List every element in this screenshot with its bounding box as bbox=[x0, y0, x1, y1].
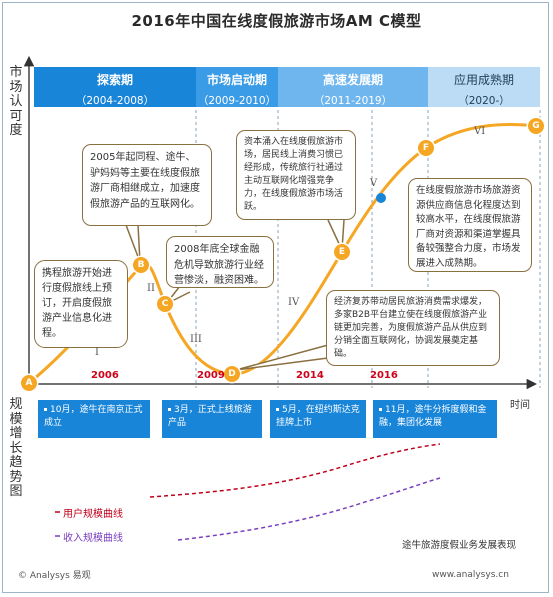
phase-maturity: 应用成熟期 （2020-） bbox=[453, 73, 514, 107]
year-2009: 2009 bbox=[197, 370, 225, 381]
y-axis2-label: 规模增长趋势图 bbox=[9, 397, 23, 499]
legend-user-scale: 用户规模曲线 bbox=[63, 509, 123, 520]
stage-v-dot bbox=[376, 193, 386, 203]
bubble-point-b: 2005年起同程、途牛、驴妈妈等主要在线度假旅游厂商相继成立，加速度假旅游产品的… bbox=[82, 144, 212, 226]
stage-vi: VI bbox=[474, 126, 486, 137]
year-2014: 2014 bbox=[296, 370, 324, 381]
bubble-point-c: 2008年底全球金融危机导致旅游行业经营惨淡，融资困难。 bbox=[166, 236, 274, 288]
stage-i: I bbox=[95, 347, 99, 358]
phase-launch: 市场启动期 （2009-2010） bbox=[197, 73, 277, 107]
page-title: 2016年中国在线度假旅游市场AM C模型 bbox=[131, 12, 422, 30]
point-g: G bbox=[528, 118, 544, 134]
event-2014: 5月，在纽约斯达克挂牌上市 bbox=[270, 400, 366, 438]
stage-iii: III bbox=[190, 334, 202, 345]
point-f: F bbox=[418, 140, 434, 156]
bubble-point-d: 经济复苏带动居民旅游消费需求爆发，多家B2B平台建立使在线度假旅游产业链更加完善… bbox=[326, 290, 500, 366]
footer-copyright: © Analysys 易观 bbox=[18, 571, 91, 581]
bubble-d-tail bbox=[235, 344, 329, 371]
point-a: A bbox=[21, 375, 37, 391]
year-2016: 2016 bbox=[370, 370, 398, 381]
event-2009: 3月，正式上线旅游产品 bbox=[162, 400, 262, 438]
stage-ii: II bbox=[147, 283, 155, 294]
bubble-point-e: 资本涌入在线度假旅游市场，居民线上消费习惯已经形成，传统旅行社通过主动互联网化增… bbox=[236, 130, 356, 220]
y-axis-label: 市场认可度 bbox=[9, 65, 23, 138]
point-b: B bbox=[133, 257, 149, 273]
phase-band-3 bbox=[278, 67, 428, 107]
stage-v: V bbox=[370, 178, 378, 189]
chart-frame bbox=[2, 2, 549, 593]
chart-caption: 途牛旅游度假业务发展表现 bbox=[402, 540, 517, 551]
user-scale-curve bbox=[149, 443, 441, 498]
point-c: C bbox=[157, 296, 173, 312]
bubble-point-a: 携程旅游开始进行度假旅线上预订，开启度假旅游产业信息化进程。 bbox=[34, 260, 128, 348]
bubble-point-f: 在线度假旅游市场旅游资源供应商信息化程度达到较高水平，在线度假旅游厂商对资源和渠… bbox=[408, 178, 532, 272]
stage-iv: IV bbox=[288, 297, 300, 308]
point-e: E bbox=[334, 244, 350, 260]
event-2006: 10月，途牛在南京正式成立 bbox=[38, 400, 150, 438]
event-2016: 11月，途牛分拆度假和金融，集团化发展 bbox=[373, 400, 497, 438]
revenue-scale-curve bbox=[177, 477, 441, 541]
phase-band-4 bbox=[428, 67, 540, 107]
point-d: D bbox=[224, 366, 240, 382]
footer-website: www.analysys.cn bbox=[432, 570, 509, 580]
legend-revenue-scale: 收入规模曲线 bbox=[63, 533, 123, 544]
x-axis-label: 时间 bbox=[510, 400, 530, 411]
phase-exploration: 探索期 （2004-2008） bbox=[75, 73, 155, 107]
phase-band-2 bbox=[196, 67, 278, 107]
phase-band-1 bbox=[34, 67, 196, 107]
year-2006: 2006 bbox=[91, 370, 119, 381]
phase-rapid-growth: 高速发展期 （2011-2019） bbox=[313, 73, 393, 107]
